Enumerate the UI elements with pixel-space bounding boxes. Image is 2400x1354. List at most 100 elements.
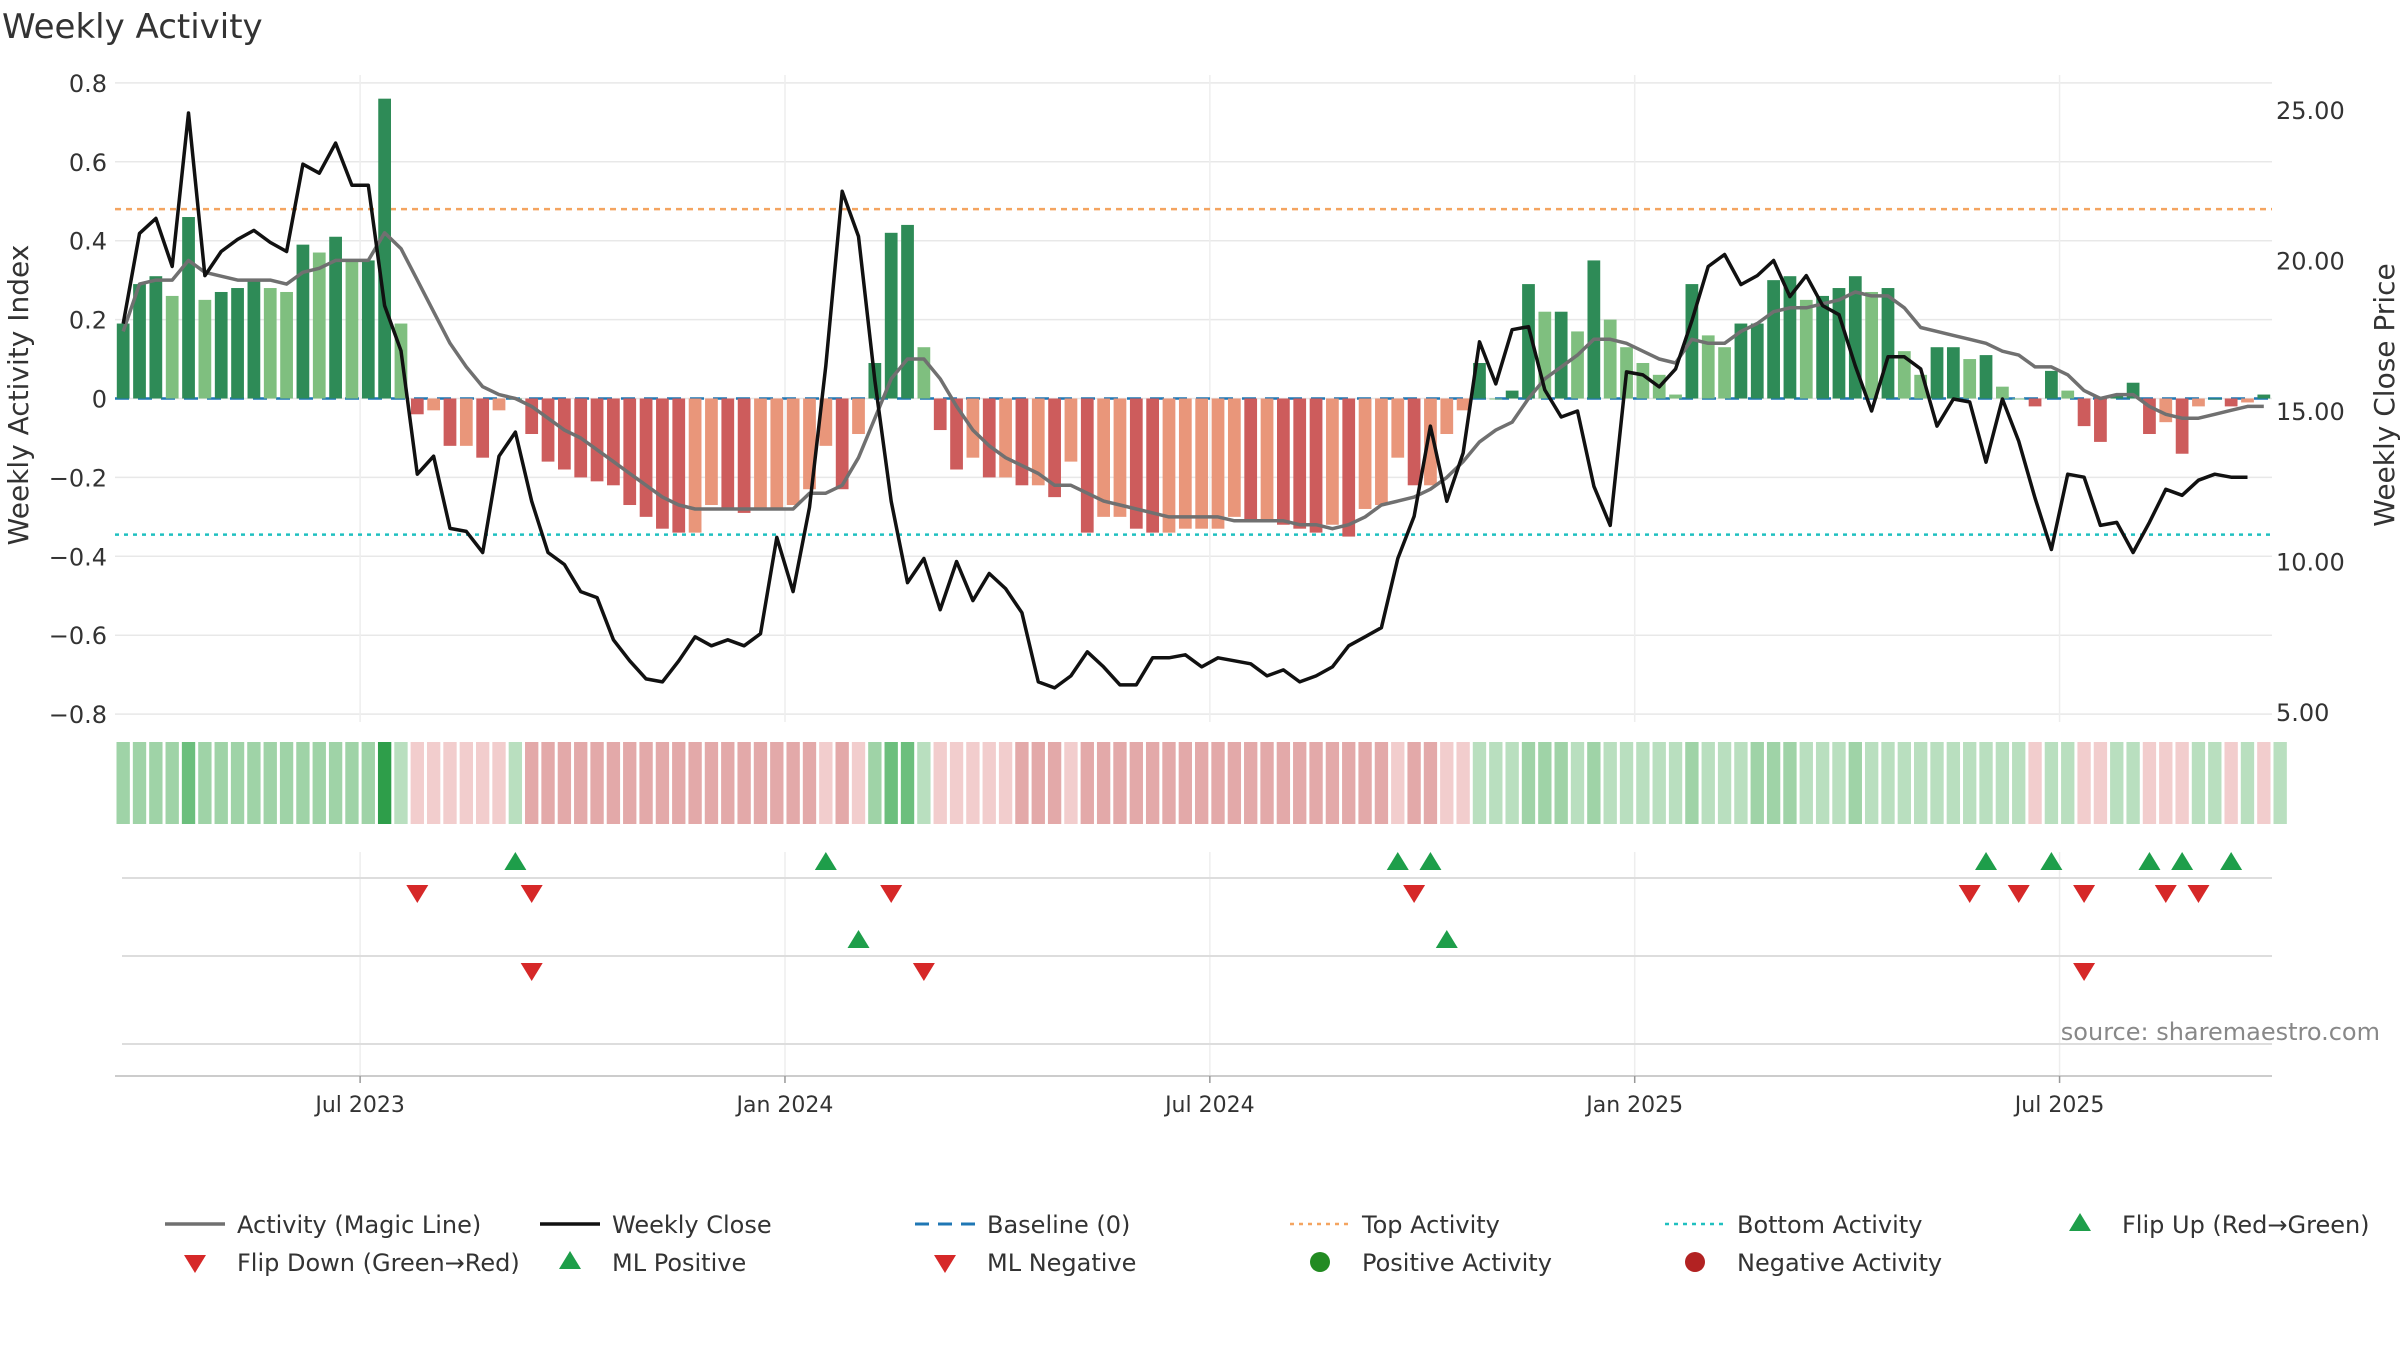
band-cell <box>574 742 588 824</box>
band-cell <box>721 742 735 824</box>
band-cell <box>279 742 294 824</box>
activity-bar <box>1456 398 1470 411</box>
band-cell <box>361 742 375 824</box>
band-cell <box>1031 742 1045 824</box>
legend-label: Negative Activity <box>1737 1249 1942 1277</box>
band-cell <box>541 742 555 824</box>
activity-bar <box>1309 398 1323 533</box>
band-cell <box>672 742 686 824</box>
activity-bar <box>2012 398 2026 400</box>
activity-bar <box>410 398 424 415</box>
band-cell <box>443 742 457 824</box>
activity-bar <box>656 398 669 529</box>
activity-bar <box>819 398 833 446</box>
activity-bar <box>280 291 293 399</box>
band-cell <box>1783 742 1797 824</box>
band-cell <box>1472 742 1487 824</box>
activity-bar <box>2257 394 2271 399</box>
activity-bar <box>1178 398 1192 529</box>
activity-bar <box>623 398 637 506</box>
activity-bar <box>1669 394 1682 399</box>
activity-bar <box>1750 323 1764 399</box>
legend-label: ML Positive <box>612 1249 746 1277</box>
band-cell <box>1178 742 1192 824</box>
legend-label: Weekly Close <box>612 1211 772 1239</box>
magic-line-series <box>121 231 2264 531</box>
y2-tick-label: 5.00 <box>2276 699 2329 727</box>
legend-swatch <box>934 1255 956 1273</box>
band-cell <box>1358 742 1372 824</box>
y2-tick-label: 10.00 <box>2276 549 2345 577</box>
band-cell <box>2273 742 2287 824</box>
band-cell <box>1129 742 1143 824</box>
activity-bar <box>917 347 931 399</box>
grid-layer <box>115 75 2272 1075</box>
band-cell <box>1064 742 1078 824</box>
band-cell <box>1080 742 1094 824</box>
activity-bar <box>2224 398 2238 407</box>
flip-down-marker <box>2187 885 2210 903</box>
activity-bar <box>1930 347 1944 399</box>
band-cell <box>851 742 866 824</box>
band-cell <box>1244 742 1258 824</box>
legend: Activity (Magic Line) Weekly Close Baselin… <box>165 1211 2370 1277</box>
band-cell <box>753 742 768 824</box>
activity-bar <box>312 252 326 399</box>
activity-bar <box>182 217 195 399</box>
band-cell <box>1374 742 1389 824</box>
activity-bar <box>672 398 686 533</box>
activity-bar <box>705 398 718 506</box>
band-cell <box>1195 742 1209 824</box>
activity-bar <box>982 398 996 478</box>
activity-bar <box>1260 398 1274 521</box>
activity-bar <box>1897 351 1911 399</box>
band-cell <box>1619 742 1634 824</box>
band-cell <box>557 742 572 824</box>
flip-down-marker <box>2073 885 2096 903</box>
activity-bar <box>1848 276 1862 399</box>
band-cell <box>1930 742 1944 824</box>
band-cell <box>1864 742 1879 824</box>
activity-bar <box>1407 398 1421 486</box>
activity-bar <box>1113 398 1127 517</box>
x-tick-label: Jan 2024 <box>735 1093 834 1118</box>
y-tick-label: −0.6 <box>49 622 107 650</box>
activity-bar <box>541 398 555 462</box>
activity-bar <box>345 260 359 399</box>
band-cell <box>655 742 670 824</box>
band-cell <box>116 742 130 824</box>
activity-bar <box>443 398 457 446</box>
activity-bar <box>263 288 277 399</box>
band-cell <box>1211 742 1225 824</box>
x-tick-label: Jul 2023 <box>313 1093 405 1118</box>
band-cell <box>819 742 833 824</box>
activity-bar <box>1031 398 1045 486</box>
band-cell <box>459 742 473 824</box>
band-cell <box>1521 742 1536 824</box>
activity-bar <box>2045 370 2058 399</box>
activity-bar <box>1963 359 1977 399</box>
activity-bar <box>950 398 963 470</box>
band-cell <box>1047 742 1062 824</box>
activity-bar <box>1342 398 1356 537</box>
band-cell <box>2093 742 2108 824</box>
activity-bar <box>133 284 146 399</box>
flip-up-marker <box>814 852 837 870</box>
flip-down-marker <box>406 885 429 903</box>
ml-positive-marker <box>1435 930 1458 948</box>
band-cell <box>949 742 964 824</box>
x-tick-label: Jul 2025 <box>2013 1093 2105 1118</box>
activity-bar <box>1358 398 1372 509</box>
flip-down-marker <box>2007 885 2030 903</box>
band-cell <box>214 742 228 824</box>
activity-bar <box>361 260 375 399</box>
flip-down-marker <box>1958 885 1981 903</box>
band-cell <box>1717 742 1732 824</box>
activity-bar <box>1946 347 1960 399</box>
axes: 0.8 0.6 0.4 0.2 0 −0.2 −0.4 −0.6 −0.8 25.00 20.00 1… <box>49 70 2345 1118</box>
band-cell <box>1799 742 1813 824</box>
band-cell <box>982 742 996 824</box>
activity-bar <box>1162 398 1176 533</box>
